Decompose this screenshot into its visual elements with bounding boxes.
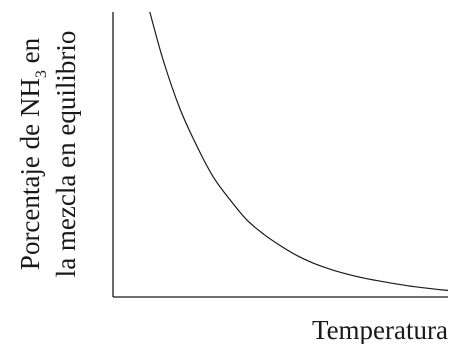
y-axis-label-subscript: 3 — [33, 70, 50, 78]
y-axis-label-line-2: la mezcla en equilibrio — [51, 31, 81, 278]
x-axis-label: Temperatura — [312, 315, 448, 344]
y-axis-label-suffix: en — [15, 37, 45, 70]
y-axis-label-prefix: Porcentaje de NH — [15, 78, 45, 270]
series-line — [149, 11, 449, 291]
y-axis-label-line-1: Porcentaje de NH3 en — [15, 37, 50, 270]
